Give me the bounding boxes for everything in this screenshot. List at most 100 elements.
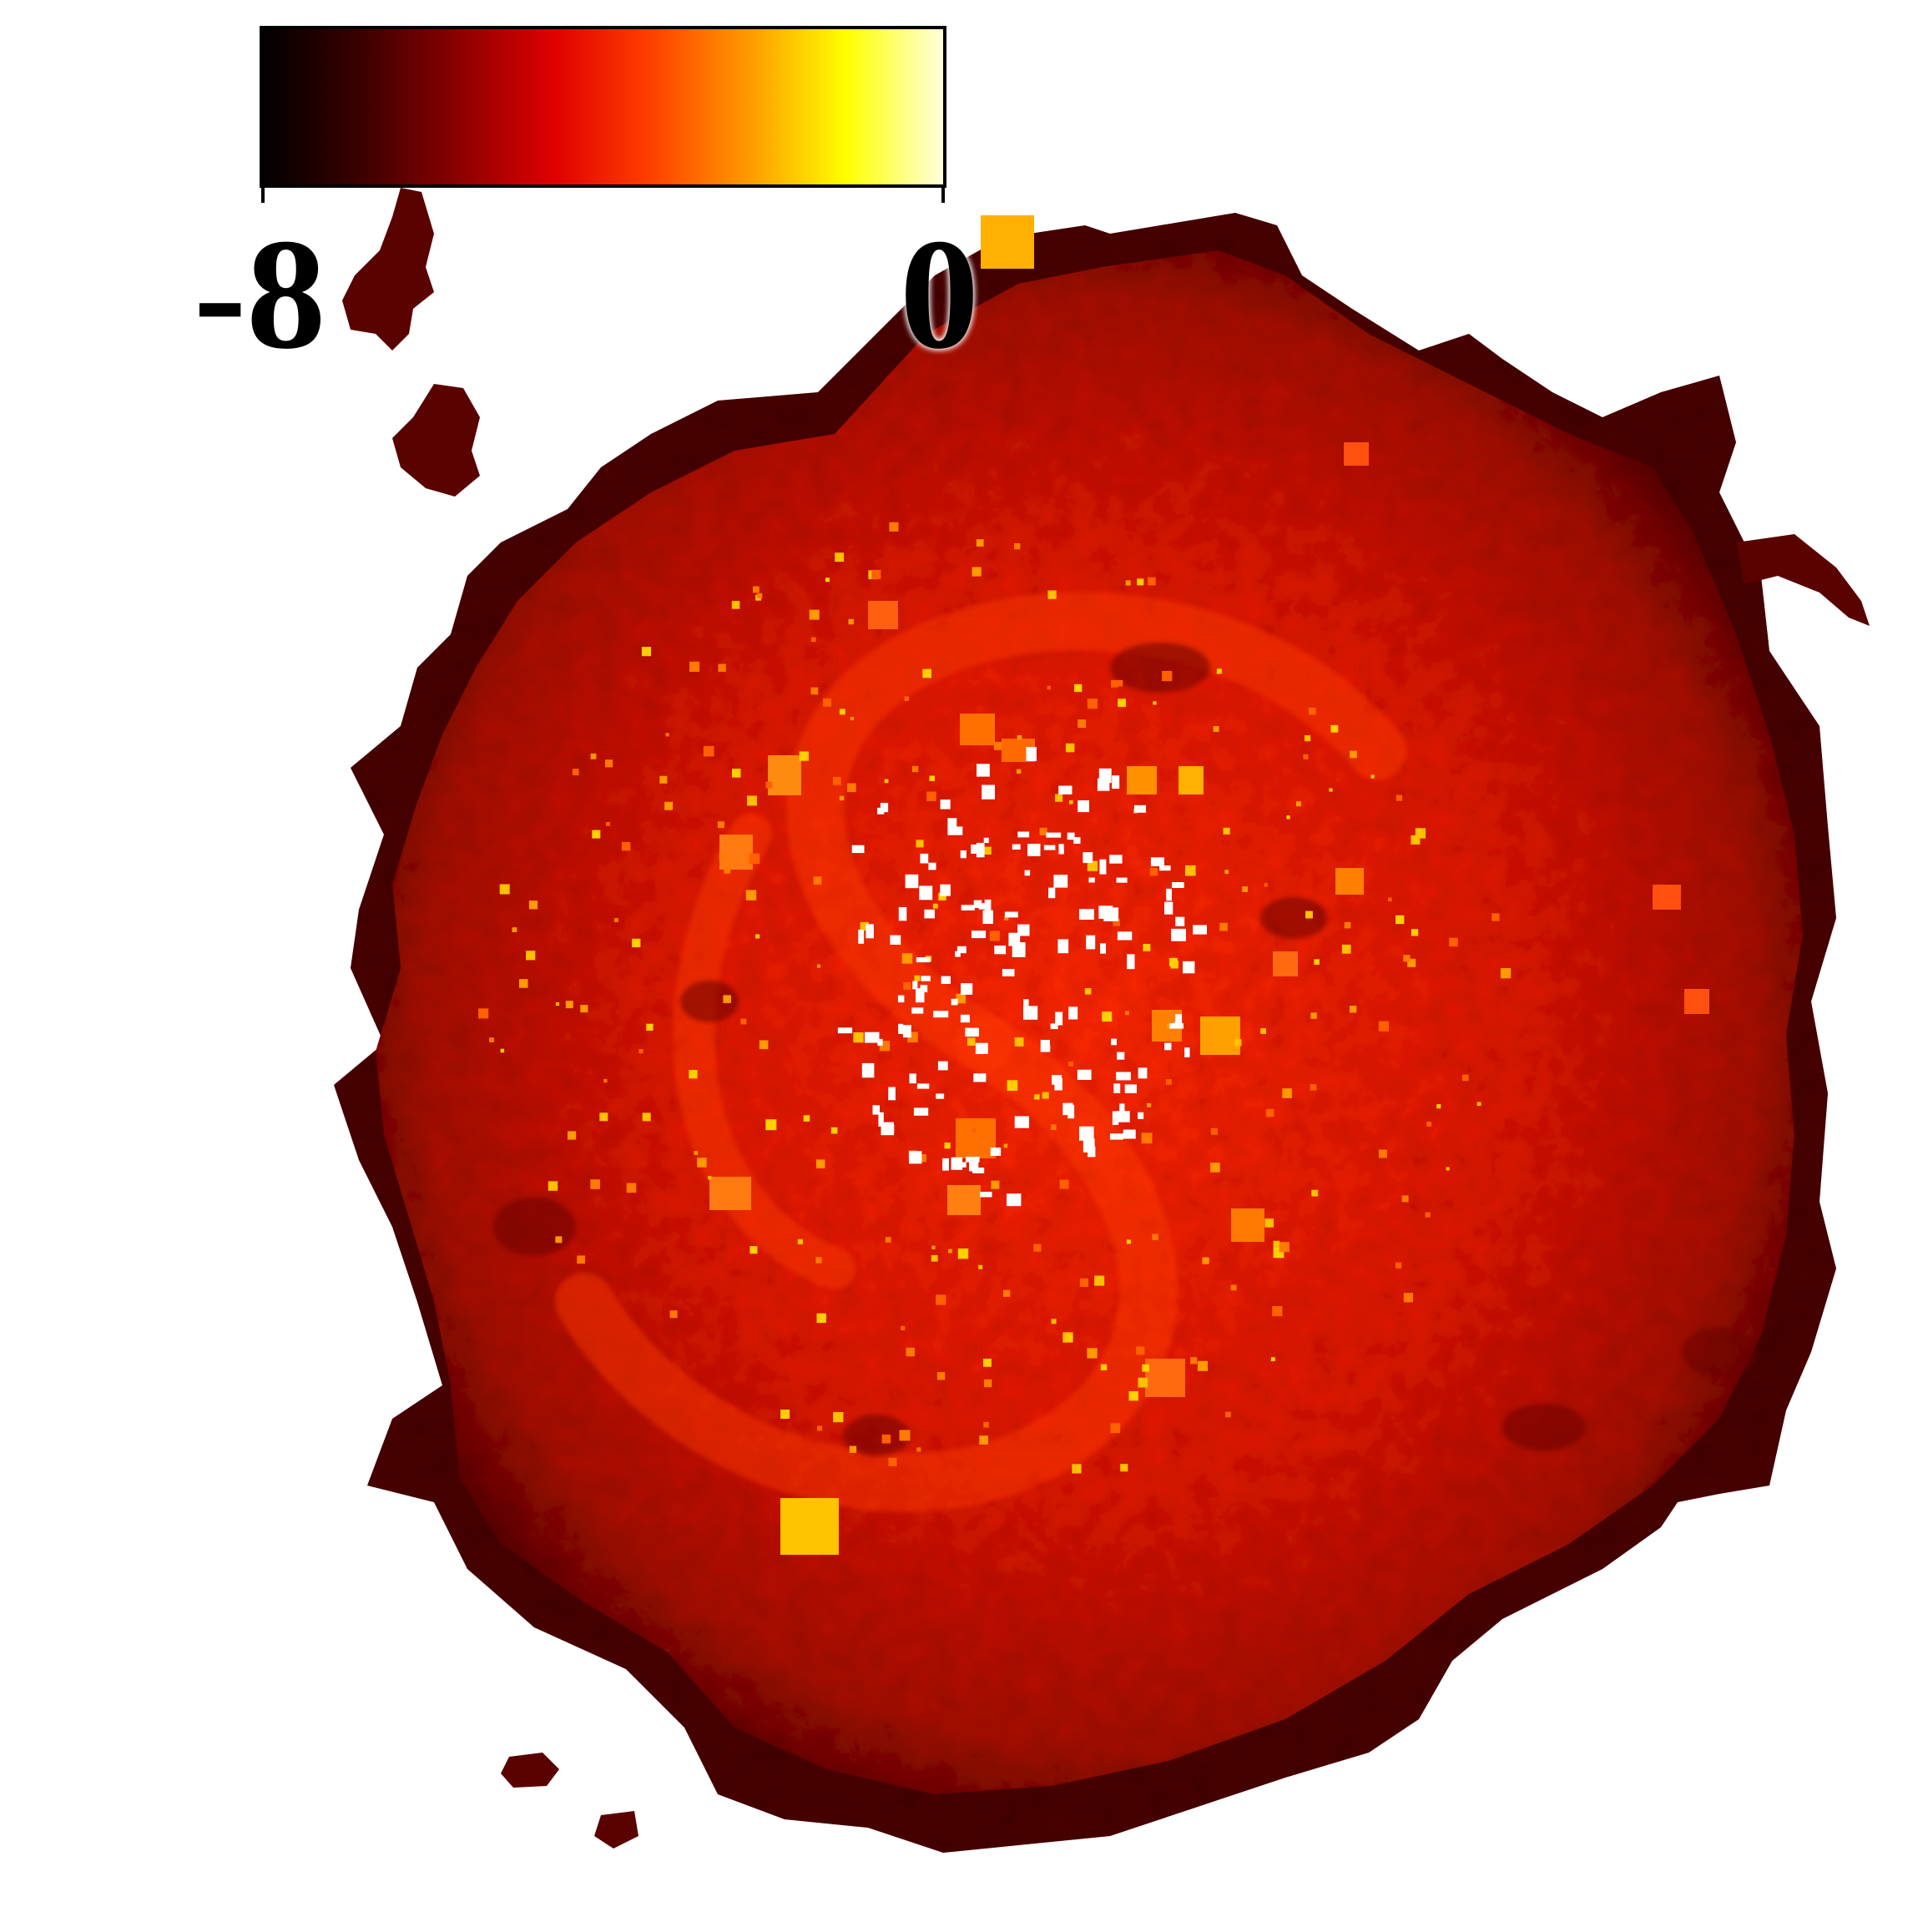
core-void xyxy=(1175,1014,1183,1025)
core-void xyxy=(878,1112,884,1127)
bright-speck xyxy=(1401,1195,1409,1203)
bright-speck xyxy=(1014,543,1021,550)
dust-patch xyxy=(680,981,739,1022)
hotspot xyxy=(1179,766,1204,794)
bright-speck xyxy=(1279,1242,1290,1253)
bright-speck xyxy=(1260,1028,1266,1034)
core-void xyxy=(1172,882,1184,888)
bright-speck xyxy=(1034,1094,1040,1100)
bright-speck xyxy=(993,741,1002,750)
core-void xyxy=(1062,1102,1073,1116)
bright-speck xyxy=(1264,1218,1274,1228)
bright-speck xyxy=(901,1325,906,1330)
bright-speck xyxy=(932,903,938,909)
bright-speck xyxy=(1425,1212,1431,1218)
core-void xyxy=(1048,887,1056,899)
bright-speck xyxy=(565,1001,573,1009)
core-void xyxy=(1046,832,1062,838)
dust-patch xyxy=(492,1198,576,1256)
core-void xyxy=(1124,1084,1137,1093)
bright-speck xyxy=(1120,1464,1128,1472)
core-void xyxy=(1183,961,1195,974)
bright-speck xyxy=(1449,937,1458,947)
core-void xyxy=(1057,939,1069,954)
bright-speck xyxy=(1003,1289,1011,1297)
bright-speck xyxy=(669,1310,678,1319)
bright-speck xyxy=(759,1040,769,1050)
bright-speck xyxy=(957,1248,969,1259)
core-void xyxy=(1109,855,1123,864)
core-void xyxy=(881,1122,894,1136)
bright-speck xyxy=(904,696,910,701)
bright-speck xyxy=(914,975,921,981)
bright-speck xyxy=(659,775,668,784)
bright-speck xyxy=(500,1048,505,1053)
core-void xyxy=(866,924,874,939)
bright-speck xyxy=(1230,1284,1237,1291)
bright-speck xyxy=(1234,1039,1242,1047)
core-void xyxy=(898,906,907,921)
core-void xyxy=(947,818,957,828)
bright-speck xyxy=(1190,1357,1198,1365)
hotspots xyxy=(709,215,1709,1555)
core-void xyxy=(1014,1116,1029,1128)
bright-speck xyxy=(665,733,669,737)
bright-speck xyxy=(983,846,992,855)
galaxy-body xyxy=(334,213,1836,1853)
core-void xyxy=(1083,852,1093,864)
bright-speck xyxy=(580,1005,588,1013)
fragment-upper-left-1 xyxy=(342,188,434,351)
bright-speck xyxy=(839,795,845,801)
bright-speck xyxy=(555,1002,559,1006)
core-void xyxy=(982,784,995,800)
bright-speck xyxy=(967,1037,976,1046)
outer-fragments xyxy=(342,188,1870,1849)
bright-speck xyxy=(815,1257,822,1264)
core-void xyxy=(984,899,992,911)
bright-speck xyxy=(1094,1275,1105,1286)
bright-speck xyxy=(489,1037,494,1042)
core-void xyxy=(1150,857,1164,866)
fragment-bottom-left-1 xyxy=(501,1753,559,1788)
bright-speck xyxy=(1168,957,1178,966)
bright-speck xyxy=(745,890,757,900)
core-void xyxy=(980,1192,992,1198)
hotspot xyxy=(1231,1208,1264,1242)
core-void xyxy=(1079,909,1094,920)
bright-speck xyxy=(1344,921,1351,929)
bright-speck xyxy=(1162,670,1173,682)
bright-speck xyxy=(1411,835,1421,845)
bright-speck xyxy=(1202,1257,1209,1264)
core-void xyxy=(1012,942,1026,957)
core-void xyxy=(972,931,987,939)
core-void xyxy=(994,946,1007,955)
core-void xyxy=(1103,907,1119,921)
core-void xyxy=(1169,1023,1184,1029)
bright-speck xyxy=(948,1248,952,1254)
core-void xyxy=(1112,775,1120,789)
bright-speck xyxy=(1311,1189,1319,1197)
spiral-arm-2 xyxy=(555,1014,1178,1512)
core-void xyxy=(940,884,951,896)
bright-speck xyxy=(1079,1278,1089,1287)
bright-speck xyxy=(606,822,610,826)
bright-speck xyxy=(1033,1243,1042,1252)
bright-speck xyxy=(1003,1143,1008,1148)
bright-speck xyxy=(1047,590,1057,599)
bright-speck xyxy=(1310,1012,1317,1019)
hotspot xyxy=(1273,951,1298,976)
bright-speck xyxy=(1282,1088,1292,1098)
bright-speck xyxy=(1087,860,1098,871)
bright-speck xyxy=(1295,801,1301,807)
core-void xyxy=(1116,1072,1131,1081)
bright-speck xyxy=(983,1421,989,1428)
bright-speck xyxy=(642,1112,651,1122)
hotspot xyxy=(1200,1016,1240,1055)
core-void xyxy=(920,853,929,864)
bright-speck xyxy=(592,830,601,839)
bright-speck xyxy=(901,953,913,964)
bright-speck xyxy=(1272,1306,1283,1317)
bright-speck xyxy=(1125,1011,1129,1016)
dust-patch xyxy=(1502,1404,1586,1450)
bright-speck xyxy=(724,866,731,874)
